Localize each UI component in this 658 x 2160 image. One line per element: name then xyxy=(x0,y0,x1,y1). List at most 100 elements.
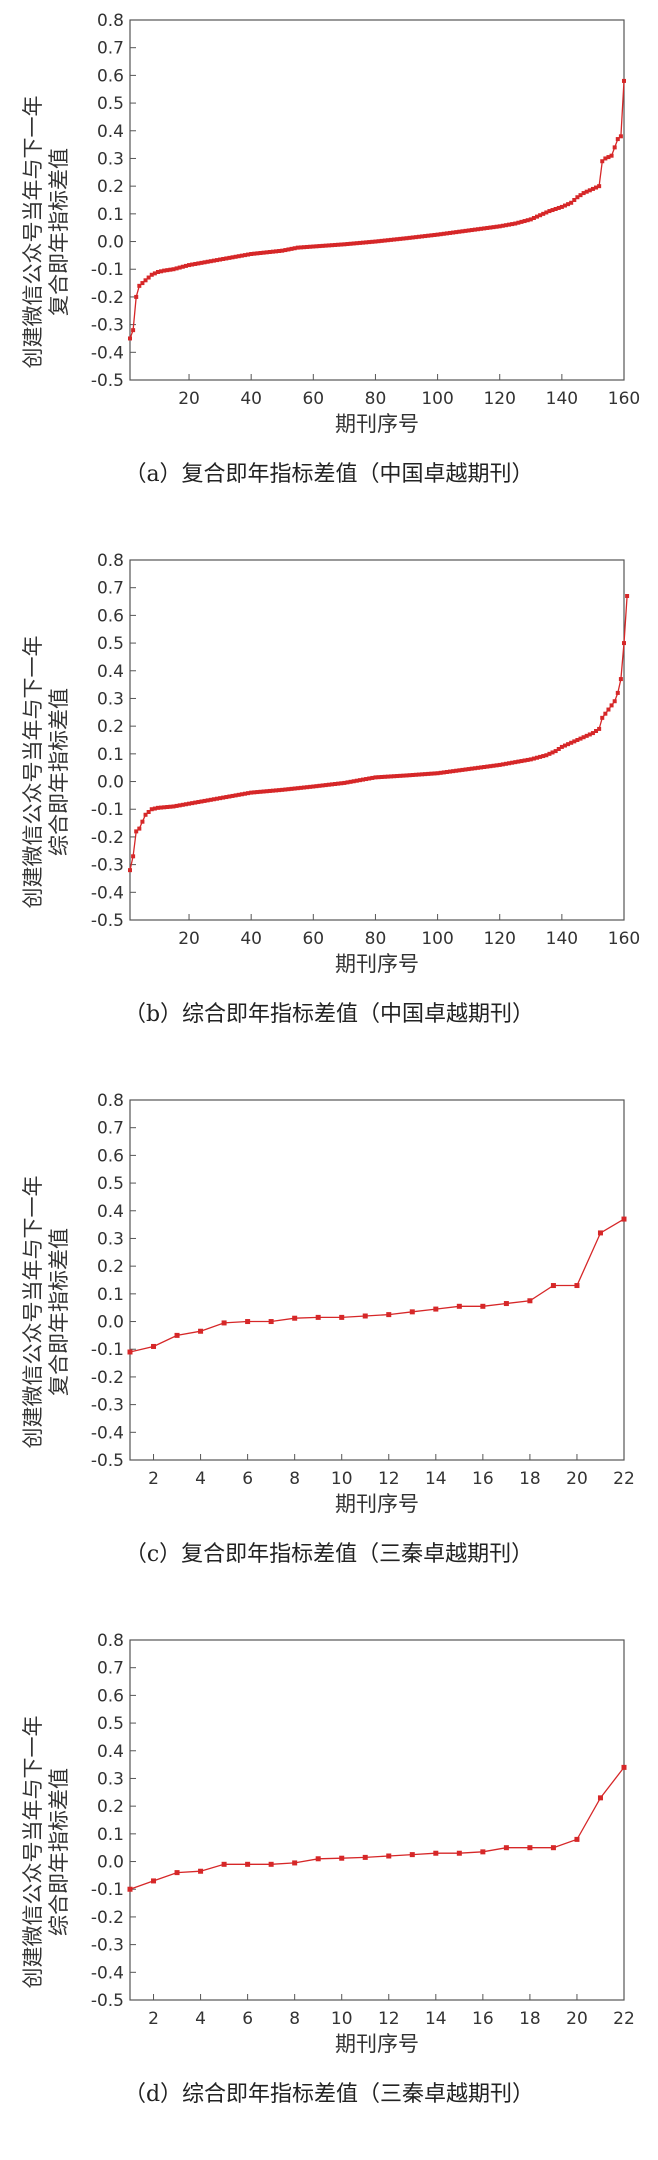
data-point xyxy=(444,231,449,236)
data-point xyxy=(336,242,341,247)
y-tick-label: 0.6 xyxy=(97,606,124,626)
data-point xyxy=(544,753,549,758)
data-point xyxy=(221,1320,227,1326)
x-tick-label: 10 xyxy=(331,2009,353,2029)
data-point xyxy=(538,213,543,218)
data-point xyxy=(364,240,369,245)
data-point xyxy=(410,773,415,778)
y-tick-label: 0.4 xyxy=(97,1202,124,1222)
x-tick-label: 8 xyxy=(289,1469,300,1489)
y-tick-label: 0.2 xyxy=(97,177,124,197)
data-point xyxy=(590,186,595,191)
data-point xyxy=(351,779,356,784)
y-tick-label: 0.8 xyxy=(97,1631,124,1651)
data-point xyxy=(342,242,347,247)
data-point xyxy=(516,220,521,225)
data-point xyxy=(137,826,142,831)
y-tick-label: 0.1 xyxy=(97,745,124,765)
y-tick-label: -0.4 xyxy=(91,1963,124,1983)
y-tick-label: 0.7 xyxy=(97,1659,124,1679)
data-point xyxy=(574,1283,580,1289)
y-tick-label: 0.8 xyxy=(97,551,124,571)
data-point xyxy=(270,788,275,793)
y-tick-label: 0.1 xyxy=(97,1285,124,1305)
data-point xyxy=(221,256,226,261)
data-point xyxy=(264,789,269,794)
data-point xyxy=(618,677,623,682)
data-point xyxy=(420,772,425,777)
data-point xyxy=(255,251,260,256)
data-point xyxy=(597,1795,603,1801)
figure-caption-a: （a）复合即年指标差值（中国卓越期刊） xyxy=(124,462,534,487)
data-point xyxy=(127,1349,133,1355)
data-point xyxy=(267,788,272,793)
x-tick-label: 14 xyxy=(425,1469,447,1489)
data-point xyxy=(376,775,381,780)
data-point xyxy=(559,744,564,749)
data-point xyxy=(155,805,160,810)
data-point xyxy=(168,267,173,272)
x-tick-label: 80 xyxy=(365,389,387,409)
data-point xyxy=(171,267,176,272)
data-point xyxy=(218,796,223,801)
data-point xyxy=(196,261,201,266)
x-tick-label: 8 xyxy=(289,2009,300,2029)
data-point xyxy=(301,245,306,250)
data-point xyxy=(519,219,524,224)
data-point xyxy=(376,239,381,244)
data-point xyxy=(249,252,254,256)
y-tick-label: 0.5 xyxy=(97,1174,124,1194)
data-point xyxy=(268,1861,274,1867)
data-point xyxy=(311,244,316,249)
data-point xyxy=(600,715,605,720)
data-point xyxy=(603,711,608,716)
data-point xyxy=(621,1764,627,1770)
data-point xyxy=(258,251,263,256)
data-point xyxy=(448,230,453,235)
data-point xyxy=(242,791,247,796)
y-tick-label: 0.3 xyxy=(97,689,124,709)
y-tick-label: 0.6 xyxy=(97,66,124,86)
data-point xyxy=(423,772,428,777)
y-tick-label: 0.1 xyxy=(97,1825,124,1845)
data-point xyxy=(151,1878,157,1884)
data-point xyxy=(134,829,139,834)
data-point xyxy=(386,1312,392,1318)
data-point xyxy=(315,1314,321,1320)
data-point xyxy=(416,772,421,777)
data-point xyxy=(305,785,310,790)
data-point xyxy=(268,1319,274,1325)
data-point xyxy=(159,269,164,274)
data-point xyxy=(441,770,446,775)
series-line xyxy=(129,1767,625,1890)
data-point xyxy=(516,759,521,764)
data-point xyxy=(531,216,536,220)
data-point xyxy=(286,247,291,252)
x-tick-label: 12 xyxy=(378,1469,400,1489)
y-tick-label: -0.1 xyxy=(91,1340,124,1360)
data-point xyxy=(475,765,480,770)
data-point xyxy=(510,222,515,227)
data-point xyxy=(590,731,595,736)
data-point xyxy=(500,762,505,767)
y-tick-label: 0.0 xyxy=(97,1853,124,1873)
data-point xyxy=(569,740,574,745)
data-point xyxy=(202,260,207,265)
data-point xyxy=(503,1845,509,1851)
data-point xyxy=(199,260,204,265)
data-point xyxy=(289,246,294,251)
plot-frame xyxy=(129,1639,625,2001)
data-point xyxy=(314,244,319,249)
data-point xyxy=(277,249,282,254)
data-point xyxy=(572,198,577,202)
data-point xyxy=(292,786,297,791)
data-point xyxy=(270,249,275,254)
data-point xyxy=(295,786,300,791)
y-tick-label: 0.8 xyxy=(97,11,124,31)
x-tick-label: 16 xyxy=(472,2009,494,2029)
data-point xyxy=(177,265,182,270)
data-point xyxy=(140,819,145,824)
data-point xyxy=(267,250,272,255)
data-point xyxy=(609,153,614,158)
data-point xyxy=(584,189,589,194)
